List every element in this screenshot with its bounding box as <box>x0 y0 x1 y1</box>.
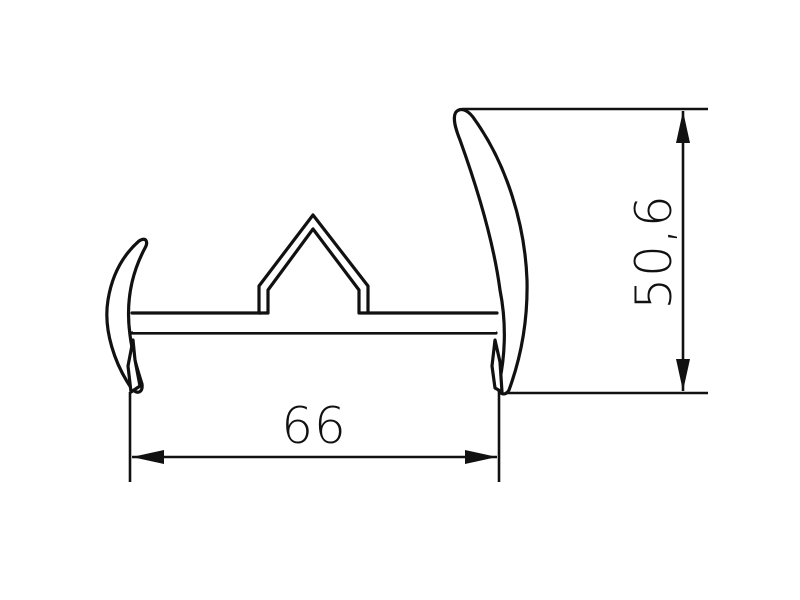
width-label: 66 <box>281 397 347 455</box>
center-rib <box>257 213 370 315</box>
left-lip <box>105 237 149 394</box>
web-body <box>133 315 496 332</box>
height-arrow-top <box>676 111 690 143</box>
left-hook <box>126 338 142 394</box>
width-arrow-left <box>132 450 164 464</box>
profile-cross-section <box>105 107 529 396</box>
height-arrow-bottom <box>676 359 690 391</box>
right-hook <box>490 338 504 394</box>
width-arrow-right <box>465 450 497 464</box>
right-flange <box>452 107 529 396</box>
height-label: 50,6 <box>625 194 683 309</box>
width-dimension: 66 <box>128 392 501 482</box>
height-dimension: 50,6 <box>462 107 708 395</box>
